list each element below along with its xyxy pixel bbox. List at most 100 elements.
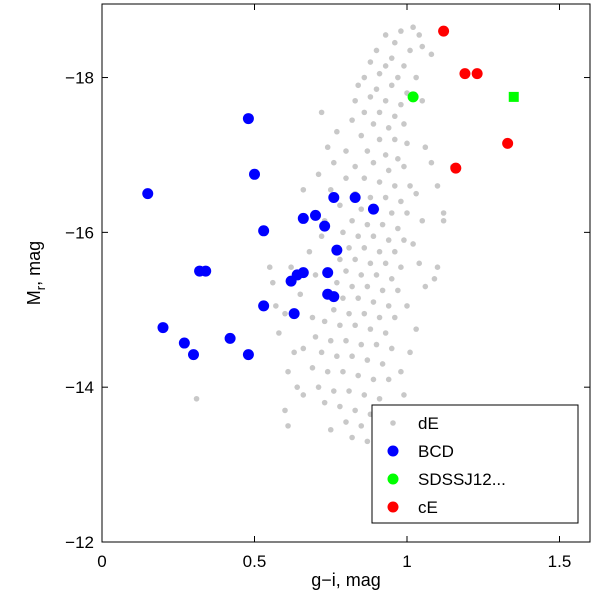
de-point — [364, 221, 371, 228]
legend-label: dE — [418, 414, 439, 433]
bcd-point — [349, 192, 361, 204]
de-point — [398, 101, 404, 108]
de-point — [401, 63, 407, 69]
de-point — [367, 94, 374, 100]
de-point — [361, 392, 368, 398]
de-point — [404, 140, 410, 147]
de-point — [312, 334, 319, 340]
de-point — [282, 407, 288, 414]
de-point — [358, 341, 365, 348]
de-point — [312, 272, 319, 278]
bcd-point — [319, 220, 331, 232]
de-point — [428, 159, 435, 166]
de-point — [361, 74, 368, 81]
de-point — [291, 349, 297, 356]
de-point — [358, 272, 365, 278]
de-point — [382, 260, 389, 267]
de-point — [352, 97, 358, 104]
de-point — [282, 310, 288, 317]
de-point — [343, 148, 349, 154]
de-point — [367, 194, 374, 201]
y-axis-label: Mr, mag — [24, 241, 48, 305]
de-point — [395, 156, 401, 162]
de-point — [315, 384, 322, 390]
de-point — [395, 287, 401, 294]
de-point — [349, 434, 355, 441]
de-point — [419, 217, 426, 224]
de-point — [334, 279, 340, 286]
de-point — [315, 171, 322, 178]
de-point — [300, 345, 307, 352]
de-point — [428, 51, 435, 58]
de-point — [367, 326, 374, 332]
bcd-point — [322, 267, 334, 279]
legend-label: cE — [418, 498, 438, 517]
de-point — [343, 268, 349, 274]
bcd-point — [258, 225, 270, 237]
de-point — [361, 310, 368, 317]
bcd-point — [328, 291, 340, 303]
ce-point — [438, 25, 450, 37]
de-point — [416, 32, 423, 38]
de-point — [300, 186, 307, 193]
y-tick-label: −18 — [65, 69, 94, 88]
de-point — [349, 117, 355, 123]
axis-ticks: 0 0.5 1 1.5 −18 −16 −14 −12 — [65, 4, 590, 571]
x-tick-label: 0.5 — [243, 552, 267, 571]
de-point — [413, 74, 419, 81]
de-point — [361, 245, 368, 251]
de-point — [376, 70, 383, 77]
de-point — [434, 183, 441, 189]
de-point — [413, 190, 419, 197]
de-point — [324, 368, 331, 375]
y-axis-label-sub: r — [33, 285, 48, 290]
de-point — [321, 318, 328, 325]
de-point — [331, 388, 337, 394]
de-point — [349, 353, 355, 360]
de-point — [340, 295, 346, 301]
de-point — [364, 438, 371, 445]
de-point — [361, 109, 368, 116]
de-point — [379, 361, 386, 367]
de-point — [358, 423, 365, 429]
de-point — [352, 163, 358, 170]
de-point — [273, 303, 279, 309]
de-point — [376, 109, 383, 116]
de-point — [385, 167, 392, 174]
de-point — [321, 399, 328, 406]
bcd-point — [258, 300, 270, 312]
de-point — [288, 264, 294, 270]
de-point — [410, 241, 416, 247]
de-point — [392, 183, 398, 189]
de-point — [352, 407, 358, 414]
de-point — [382, 152, 389, 158]
de-point — [343, 337, 349, 344]
de-point — [285, 423, 291, 429]
de-point — [385, 125, 392, 131]
de-point — [364, 357, 371, 363]
de-point — [364, 283, 371, 290]
de-point — [434, 264, 441, 270]
de-point — [407, 349, 413, 356]
sdssj12-point — [508, 91, 519, 102]
y-tick-label: −16 — [65, 223, 94, 242]
de-point — [352, 322, 358, 329]
de-point — [337, 403, 343, 410]
de-point — [410, 24, 416, 31]
de-point — [392, 113, 398, 120]
de-point — [404, 303, 410, 309]
de-point — [401, 237, 407, 243]
de-point — [318, 233, 325, 240]
de-point — [276, 330, 282, 336]
ce-point — [459, 68, 471, 80]
de-point — [367, 260, 374, 267]
de-point — [370, 233, 377, 240]
ce-point — [450, 162, 462, 174]
y-tick-label: −14 — [65, 378, 94, 397]
de-point — [370, 299, 377, 305]
bcd-point — [297, 212, 309, 224]
y-tick-label: −12 — [65, 533, 94, 552]
de-point — [392, 314, 398, 321]
de-point — [382, 97, 389, 104]
